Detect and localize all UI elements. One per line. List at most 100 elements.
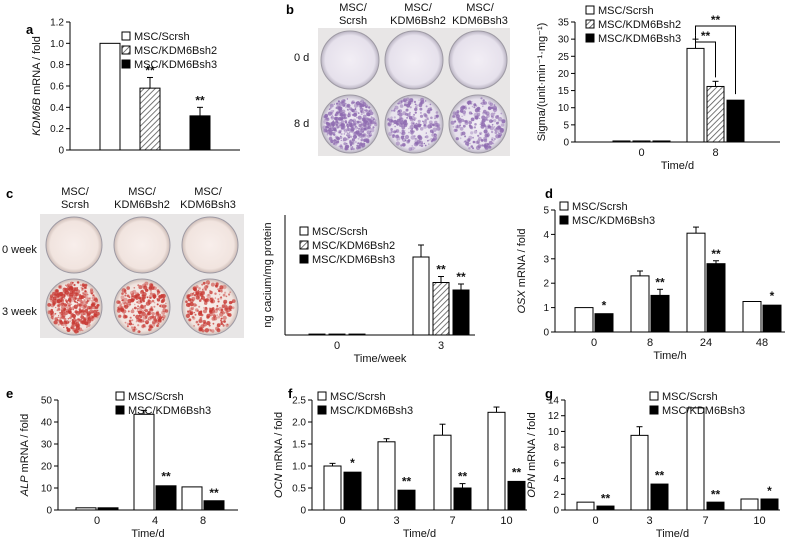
chart-g-xtick-label: 10 <box>753 515 765 527</box>
chart-g-legend-label: MSC/KDM6Bsh3 <box>662 405 745 417</box>
chart-c-legend-swatch <box>299 240 309 250</box>
chart-c-ylabel: ng cacium/mg protein <box>262 222 274 327</box>
photo-b-stain-r2c2 <box>387 97 441 151</box>
chart-b-ytick-label: 10 <box>558 103 570 114</box>
photo-b-plate-r1c1 <box>320 30 380 90</box>
panel-letter-f: f <box>288 386 293 401</box>
chart-f-errorbar <box>329 462 336 466</box>
chart-a: 0 0.2 0.4 0.6 0.8 1.0 1.2 KDM6B mRNA / fold ** **… <box>31 18 240 157</box>
chart-f-bar <box>507 480 526 511</box>
chart-f-ytick-label: 0.5 <box>292 484 306 495</box>
chart-e-errorbar <box>141 409 147 415</box>
photo-c-col-label-2: MSC/ KDM6Bsh2 <box>114 186 170 211</box>
chart-d-legend-swatch <box>559 215 569 225</box>
photo-c-stain-r2c1 <box>47 281 100 334</box>
chart-e-sig-label: ** <box>161 470 171 484</box>
chart-f-errorbar <box>493 406 500 413</box>
chart-b-xtick-label: 8 <box>712 147 718 159</box>
chart-a-errorbar <box>197 106 203 116</box>
chart-b-ytick-label: 20 <box>558 69 570 80</box>
chart-g-ylabel: OPN mRNA / fold <box>526 412 538 498</box>
chart-e-xtick-label: 8 <box>200 515 206 527</box>
chart-d-errorbar <box>713 260 719 264</box>
chart-c-legend-label: MSC/KDM6Bsh3 <box>312 254 395 266</box>
chart-c-errorbar <box>438 276 444 283</box>
chart-b-bar <box>686 47 705 143</box>
chart-g-ytick-label: 6 <box>553 458 559 469</box>
chart-g-xtick-label: 0 <box>592 515 598 527</box>
chart-d-sig-label: ** <box>711 247 721 261</box>
chart-d-ytick-label: 1 <box>543 303 549 314</box>
chart-c-sig-label: ** <box>436 263 446 277</box>
chart-a-ytick-label: 0.4 <box>50 103 64 114</box>
chart-f-bar <box>487 411 506 511</box>
chart-a-legend-label: MSC/KDM6Bsh2 <box>134 45 217 57</box>
chart-e-bar <box>181 486 203 511</box>
chart-f-bar <box>377 441 396 511</box>
chart-b-legend: MSC/Scrsh MSC/KDM6Bsh2 MSC/KDM6Bsh3 <box>585 5 681 45</box>
chart-g-errorbar <box>636 426 643 436</box>
chart-f-bar <box>343 471 362 511</box>
chart-e-legend-label: MSC/Scrsh <box>128 391 184 403</box>
chart-b-legend-swatch <box>585 19 595 29</box>
chart-e-ylabel: ALP mRNA / fold <box>19 414 31 498</box>
photo-c-stain-r2c2 <box>116 281 169 334</box>
chart-b-bar <box>726 99 745 143</box>
chart-b-ylabel: Sigma/(unit·min⁻¹·mg⁻¹) <box>536 23 548 142</box>
chart-b-legend-label: MSC/KDM6Bsh3 <box>598 33 681 45</box>
chart-c-sig-label: ** <box>456 270 466 284</box>
chart-d-bar <box>742 301 762 333</box>
chart-e-bar <box>155 485 177 511</box>
chart-b-bracket-label: ** <box>711 13 721 27</box>
chart-a-ylabel: KDM6B mRNA / fold <box>31 36 43 136</box>
chart-d-ytick-label: 4 <box>543 230 549 241</box>
chart-d-legend-swatch <box>559 201 569 211</box>
chart-d-xtick-label: 24 <box>700 337 712 349</box>
chart-f-xtick-label: 0 <box>339 515 345 527</box>
chart-d-errorbar <box>693 226 699 234</box>
chart-b-bracket <box>695 35 716 78</box>
chart-c-xtick-label: 3 <box>438 340 444 352</box>
panel-letter-c: c <box>6 186 14 201</box>
chart-c-errorbar <box>458 283 464 290</box>
chart-d-sig-label: * <box>770 289 775 303</box>
chart-g-ytick-label: 0 <box>553 506 559 517</box>
chart-d-bar <box>574 307 594 333</box>
chart-g-legend-label: MSC/Scrsh <box>662 391 718 403</box>
chart-g-ytick-label: 12 <box>548 411 560 422</box>
chart-f-bar <box>397 489 416 511</box>
chart-c-errorbar <box>418 244 424 257</box>
chart-d-bar <box>650 294 670 333</box>
chart-a-bar <box>99 42 121 151</box>
chart-f-sig-label: ** <box>402 474 412 488</box>
photo-b-col-label-2: MSC/ KDM6Bsh2 <box>390 2 446 27</box>
chart-f-xtick-label: 10 <box>500 515 512 527</box>
chart-g-sig-label: ** <box>655 469 665 483</box>
chart-b-legend-swatch <box>585 5 595 15</box>
chart-a-ytick-label: 1.0 <box>50 39 64 50</box>
chart-d-xtick-label: 8 <box>647 337 653 349</box>
chart-c-legend-label: MSC/KDM6Bsh2 <box>312 240 395 252</box>
chart-a-sig-label: ** <box>195 93 205 107</box>
chart-e-bar <box>203 500 225 511</box>
chart-c-bar <box>432 282 450 336</box>
chart-e-ytick-label: 40 <box>41 418 53 429</box>
chart-b-ytick-label: 0 <box>563 138 569 149</box>
photo-c-stain-r2c3 <box>185 280 236 333</box>
photo-c-plate-r1c3 <box>181 216 239 274</box>
chart-d-errorbar <box>657 288 663 296</box>
chart-d-legend: MSC/Scrsh MSC/KDM6Bsh3 <box>559 201 655 227</box>
chart-d-legend-label: MSC/KDM6Bsh3 <box>572 215 655 227</box>
chart-d-bar <box>706 263 726 333</box>
chart-d-bar <box>686 232 706 333</box>
chart-g-xlabel: Time/d <box>656 528 689 540</box>
chart-b-ytick-label: 30 <box>558 35 570 46</box>
chart-e-legend-swatch <box>115 391 125 401</box>
chart-b: 0 5 10 15 20 25 30 35 Sigma/(unit·min⁻¹·mg⁻¹) Tim… <box>536 5 780 172</box>
chart-f-legend: MSC/Scrsh MSC/KDM6Bsh3 <box>317 391 413 417</box>
chart-a-bar <box>139 87 161 151</box>
chart-b-errorbar <box>712 80 719 87</box>
